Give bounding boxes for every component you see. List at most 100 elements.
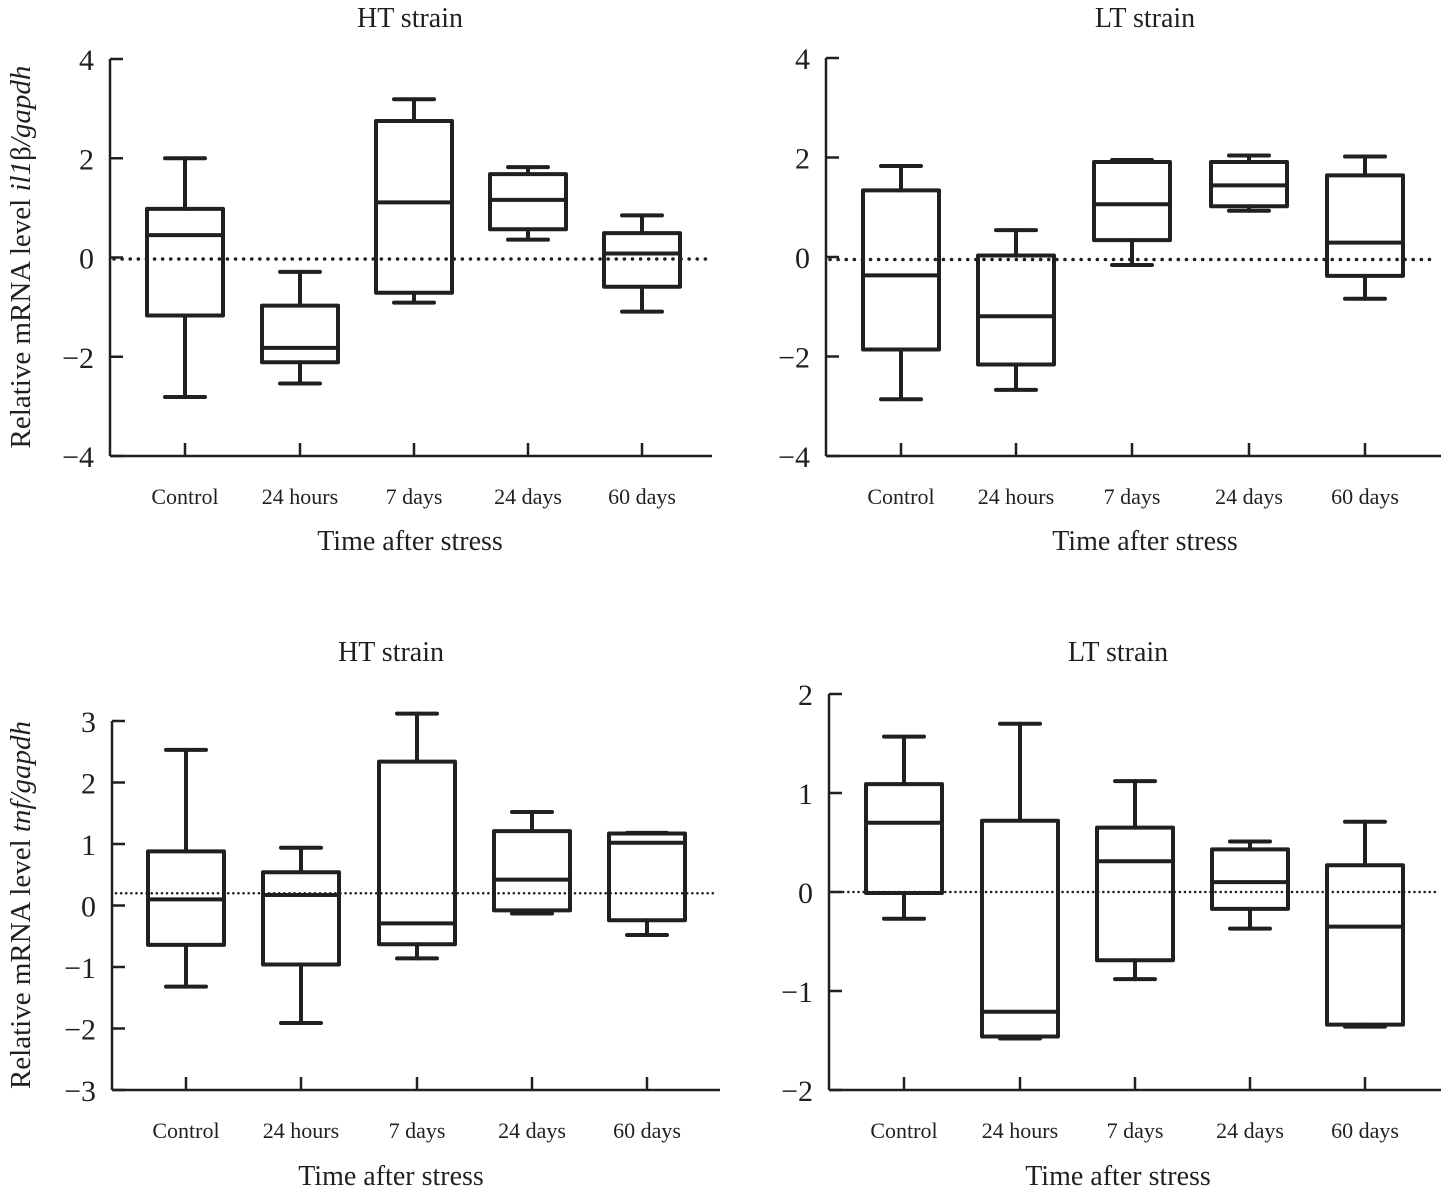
x-axis-label: Time after stress (298, 1161, 484, 1192)
y-tick-label: −2 (64, 1014, 96, 1047)
x-tick-label: 7 days (1104, 484, 1161, 509)
x-tick-label: 24 days (1215, 484, 1283, 509)
x-tick-label: Control (870, 1118, 937, 1143)
box-7-days (1095, 779, 1175, 982)
box-24-hours (980, 721, 1060, 1041)
y-tick-label: 2 (79, 143, 94, 176)
x-tick-label: Control (151, 484, 218, 509)
x-axis-label: Time after stress (1052, 526, 1238, 557)
y-axis-label: Relative mRNA level tnf/gapdh (5, 721, 37, 1089)
panel-title: LT strain (1068, 637, 1168, 668)
y-axis-label: Relative mRNA level il1β/gapdh (5, 66, 37, 449)
x-axis-label: Time after stress (317, 526, 503, 557)
panel-il1b-ht: HT strain Time after stress 4 2 0 −2 −4 Contr… (5, 3, 712, 557)
box-control (145, 156, 225, 399)
y-tick-label: −2 (781, 1075, 813, 1108)
x-tick-label: 24 hours (262, 484, 338, 509)
x-tick-label: 7 days (1107, 1118, 1164, 1143)
x-tick-label: 24 hours (978, 484, 1054, 509)
x-tick-label: 24 days (498, 1118, 566, 1143)
panel-title: HT strain (357, 3, 463, 34)
y-tick-label: 0 (795, 242, 810, 275)
x-tick-label: 24 hours (263, 1118, 339, 1143)
box-7-days (377, 711, 457, 961)
panel-il1b-lt: LT strain Time after stress 4 2 0 −2 −4 Contr… (778, 3, 1441, 557)
panel-title: HT strain (338, 637, 444, 668)
iqr-box (864, 782, 944, 895)
iqr-box (976, 253, 1056, 367)
iqr-box (1325, 863, 1405, 1027)
iqr-box (145, 206, 225, 318)
y-axis-label-part: /gapdh (5, 66, 37, 149)
box-24-hours (260, 269, 340, 386)
y-axis-label-part: β (5, 146, 37, 161)
iqr-box (377, 759, 457, 947)
iqr-box (980, 818, 1060, 1039)
x-tick-label: 7 days (386, 484, 443, 509)
box-24-days (492, 810, 572, 916)
y-axis-label-part: tnf/gapdh (5, 721, 37, 832)
x-tick-label: 7 days (389, 1118, 446, 1143)
iqr-box (492, 829, 572, 913)
box-control (861, 163, 941, 402)
y-tick-label: 2 (798, 679, 813, 712)
x-tick-label: 60 days (613, 1118, 681, 1143)
iqr-box (1092, 159, 1172, 243)
x-tick-label: Control (152, 1118, 219, 1143)
y-tick-label: −1 (781, 976, 813, 1009)
y-tick-label: 0 (81, 891, 96, 924)
panel-title: LT strain (1095, 3, 1195, 34)
y-tick-label: 0 (798, 877, 813, 910)
y-tick-label: −1 (64, 952, 96, 985)
iqr-box (607, 831, 687, 923)
box-24-days (1210, 839, 1290, 931)
box-7-days (1092, 157, 1172, 267)
box-24-days (488, 165, 568, 242)
iqr-box (1095, 825, 1175, 963)
box-control (146, 747, 226, 989)
box-60-days (1325, 819, 1405, 1029)
x-tick-label: 60 days (1331, 1118, 1399, 1143)
y-axis-label-part: Relative mRNA level (5, 832, 37, 1089)
x-tick-label: Control (867, 484, 934, 509)
y-tick-label: 1 (798, 778, 813, 811)
panel-tnf-ht: HT strain Time after stress 3 2 1 0 −1 −2 −3 Co… (5, 637, 720, 1192)
y-tick-label: 4 (79, 44, 94, 77)
iqr-box (1210, 847, 1290, 911)
box-60-days (1325, 154, 1405, 301)
box-24-hours (976, 228, 1056, 392)
x-tick-label: 60 days (1331, 484, 1399, 509)
box-60-days (607, 830, 687, 938)
y-tick-label: 0 (79, 243, 94, 276)
iqr-box (602, 231, 682, 289)
iqr-box (861, 188, 941, 352)
box-60-days (602, 213, 682, 314)
y-tick-label: 4 (795, 43, 810, 76)
x-axis-label: Time after stress (1025, 1161, 1211, 1192)
box-24-days (1209, 153, 1289, 213)
iqr-box (374, 119, 454, 295)
y-tick-label: 2 (795, 143, 810, 176)
y-axis-label-part: il1 (5, 161, 37, 192)
y-tick-label: 1 (81, 829, 96, 862)
x-tick-label: 24 hours (982, 1118, 1058, 1143)
iqr-box (261, 870, 341, 967)
y-tick-label: 3 (81, 706, 96, 739)
iqr-box (1325, 173, 1405, 278)
y-tick-label: −4 (62, 441, 94, 474)
x-tick-label: 60 days (608, 484, 676, 509)
x-tick-label: 24 days (494, 484, 562, 509)
y-tick-label: 2 (81, 768, 96, 801)
y-tick-label: −2 (62, 342, 94, 375)
y-tick-label: −2 (778, 342, 810, 375)
x-tick-label: 24 days (1216, 1118, 1284, 1143)
panel-tnf-lt: LT strain Time after stress 2 1 0 −1 −2 Contr… (781, 637, 1441, 1192)
y-tick-label: −4 (778, 441, 810, 474)
y-axis-label-part: Relative mRNA level (5, 192, 37, 449)
iqr-box (260, 303, 340, 365)
box-24-hours (261, 845, 341, 1025)
box-control (864, 734, 944, 921)
box-7-days (374, 97, 454, 305)
y-tick-label: −3 (64, 1075, 96, 1108)
